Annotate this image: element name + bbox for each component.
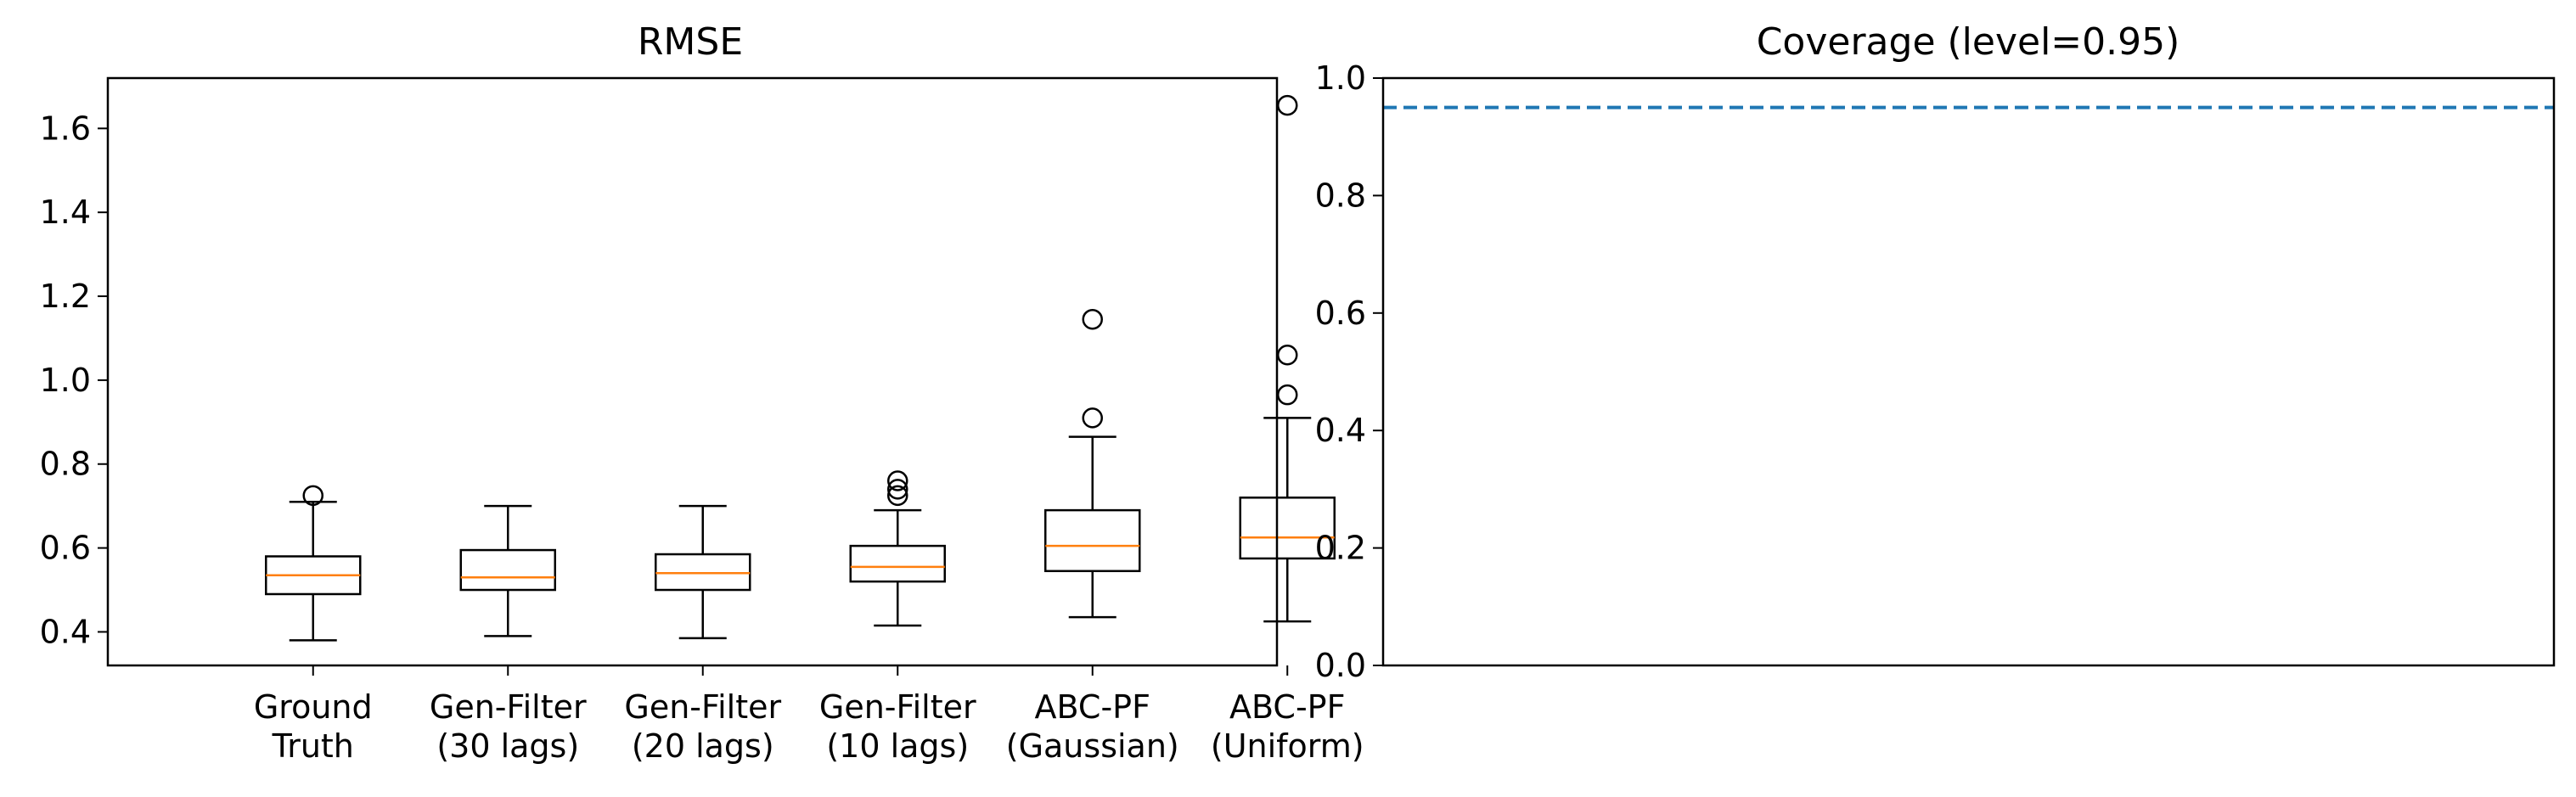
coverage-panel: Coverage (level=0.95) 0.0 0.2 0.4 0.6 0.8 1.0…: [1315, 20, 2556, 684]
coverage-ytick-label: 1.0: [1315, 59, 1366, 97]
rmse-ytick-label: 1.2: [40, 278, 91, 315]
iqr-box: [849, 544, 946, 583]
coverage-ytick-label: 0.6: [1315, 295, 1366, 332]
rmse-xtick-label: Ground Truth: [254, 688, 373, 765]
rmse-box-2: [655, 504, 751, 640]
rmse-xtick-label: Gen-Filter (30 lags): [430, 688, 587, 765]
coverage-ytick-label: 0.8: [1315, 177, 1366, 214]
coverage-ytick-label: 0.4: [1315, 412, 1366, 449]
outlier-point: [1082, 308, 1103, 330]
rmse-ytick-label: 1.0: [40, 362, 91, 399]
rmse-ytick-label: 0.6: [40, 530, 91, 567]
coverage-axes-frame: [1381, 76, 2556, 667]
rmse-xtick-label: ABC-PF (Gaussian): [1006, 688, 1179, 765]
rmse-xtick-label: Gen-Filter (10 lags): [819, 688, 976, 765]
outlier-point: [302, 485, 323, 507]
rmse-ytick-label: 0.4: [40, 613, 91, 650]
coverage-ytick-label: 0.0: [1315, 647, 1366, 684]
rmse-xtick-label: ABC-PF (Uniform): [1211, 688, 1364, 765]
rmse-ytick-label: 0.8: [40, 446, 91, 483]
coverage-ytick-label: 0.2: [1315, 530, 1366, 567]
rmse-axes-frame: [106, 76, 1279, 667]
rmse-box-5: [1239, 94, 1336, 623]
rmse-box-1: [459, 504, 556, 637]
outlier-point: [1082, 407, 1103, 429]
coverage-title: Coverage (level=0.95): [1757, 20, 2180, 64]
rmse-ytick-label: 1.4: [40, 194, 91, 231]
rmse-box-4: [1044, 308, 1141, 619]
rmse-box-3: [849, 470, 946, 627]
rmse-title: RMSE: [638, 20, 743, 64]
rmse-xtick-label: Gen-Filter (20 lags): [624, 688, 781, 765]
coverage-plot-area: 0.00.20.40.60.81.0GroundTruthGen-Filter(…: [1315, 59, 2556, 684]
rmse-plot-area: 0.4 0.6 0.8 1.0 1.2 1.4 1.6 Ground Truth Gen-Filt…: [40, 76, 1364, 765]
iqr-box: [459, 548, 556, 592]
rmse-box-0: [265, 485, 362, 642]
iqr-box: [1044, 508, 1141, 573]
outlier-point: [887, 470, 908, 491]
outlier-point: [887, 485, 908, 507]
outlier-point: [887, 479, 908, 500]
rmse-ytick-label: 1.6: [40, 109, 91, 147]
iqr-box: [1239, 497, 1336, 560]
rmse-panel: RMSE 0.4 0.6 0.8 1.0 1.2 1.4 1.6 Ground Truth Gen…: [40, 20, 1364, 765]
